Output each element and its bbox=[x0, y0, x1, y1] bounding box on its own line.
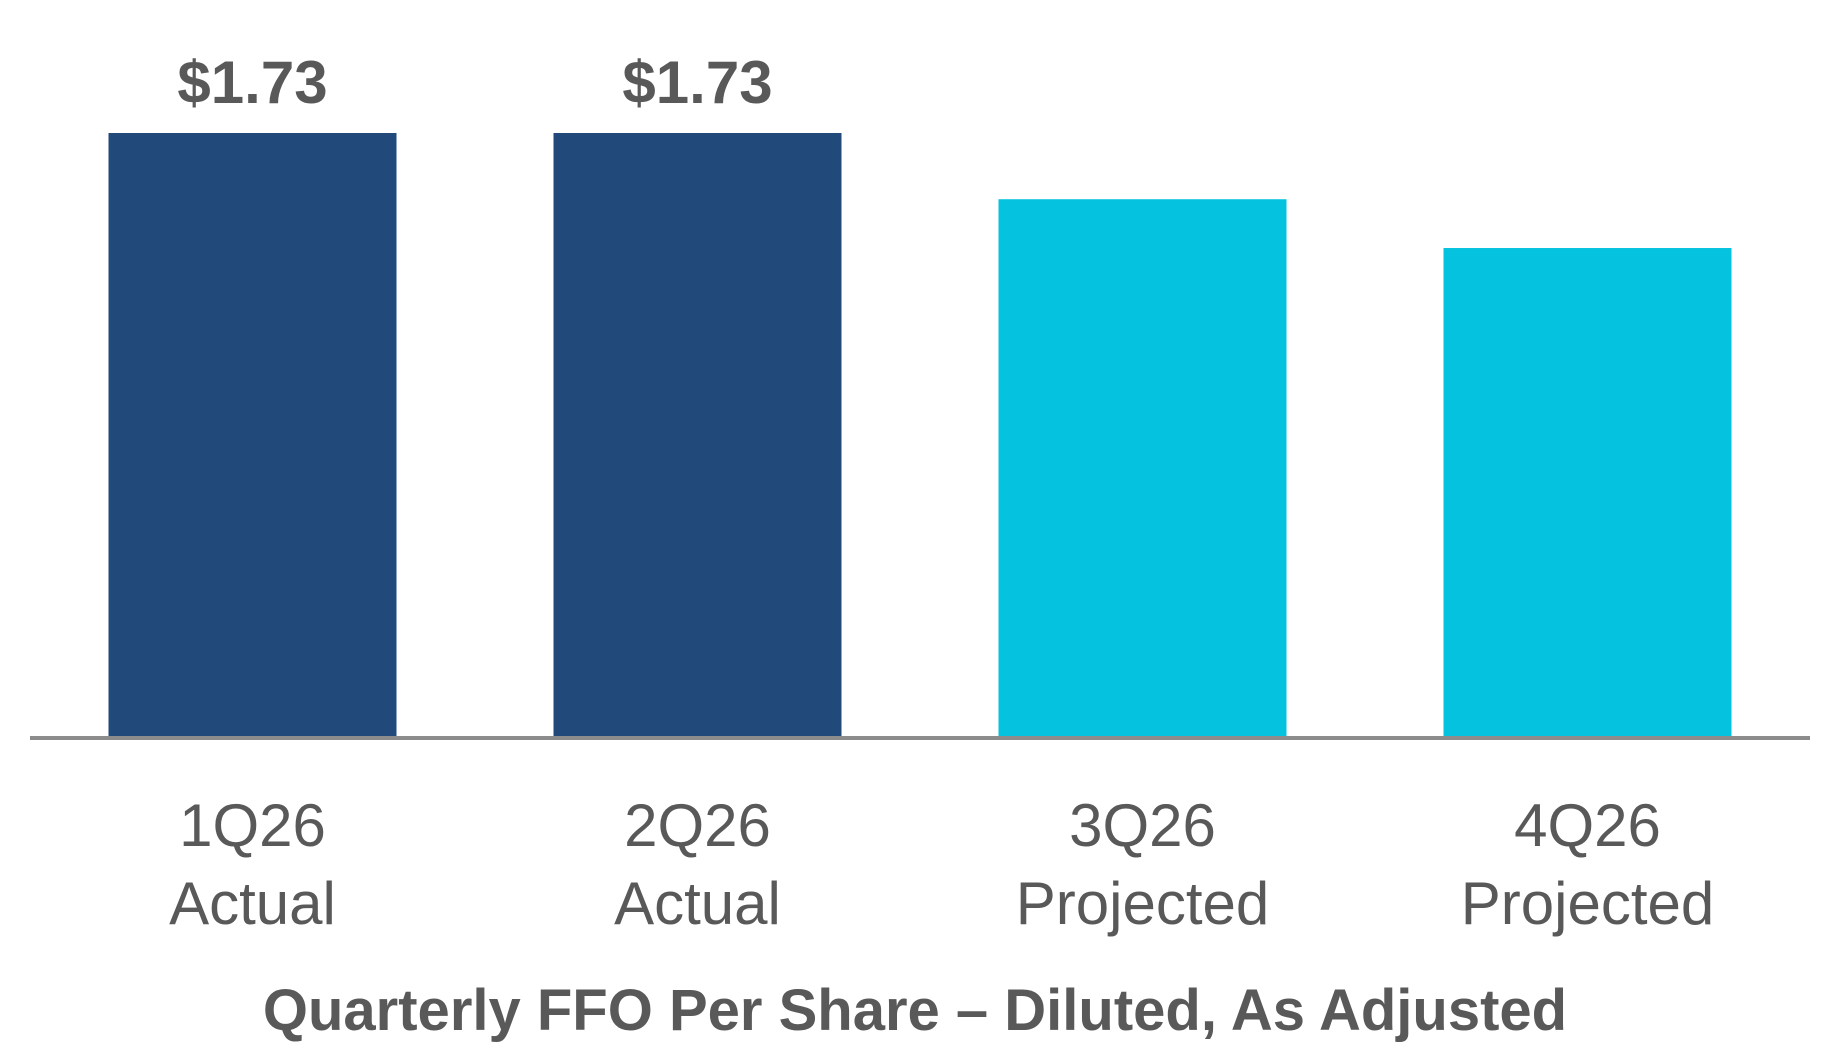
bar-1q26 bbox=[108, 133, 397, 736]
tick-labels-group: 1Q26 Actual 2Q26 Actual 3Q26 Projected 4Q26 Pro… bbox=[169, 792, 1714, 937]
x-tick-status: Actual bbox=[614, 870, 781, 937]
bar-2q26 bbox=[553, 133, 842, 736]
chart-title: Quarterly FFO Per Share – Diluted, As Ad… bbox=[263, 978, 1567, 1043]
x-tick-label: 2Q26 Actual bbox=[614, 792, 781, 937]
value-labels-group: $1.73 $1.73 bbox=[177, 49, 772, 116]
x-tick-status: Projected bbox=[1461, 870, 1714, 937]
x-tick-quarter: 2Q26 bbox=[624, 792, 771, 859]
value-label: $1.73 bbox=[622, 49, 772, 116]
bar-4q26 bbox=[1443, 248, 1732, 736]
x-tick-status: Projected bbox=[1016, 870, 1269, 937]
x-tick-status: Actual bbox=[169, 870, 336, 937]
x-tick-quarter: 3Q26 bbox=[1069, 792, 1216, 859]
x-tick-label: 4Q26 Projected bbox=[1461, 792, 1714, 937]
bars-group bbox=[108, 133, 1732, 736]
x-tick-label: 3Q26 Projected bbox=[1016, 792, 1269, 937]
x-tick-quarter: 4Q26 bbox=[1514, 792, 1661, 859]
bar-3q26 bbox=[998, 199, 1287, 736]
x-tick-quarter: 1Q26 bbox=[179, 792, 326, 859]
x-tick-label: 1Q26 Actual bbox=[169, 792, 336, 937]
value-label: $1.73 bbox=[177, 49, 327, 116]
